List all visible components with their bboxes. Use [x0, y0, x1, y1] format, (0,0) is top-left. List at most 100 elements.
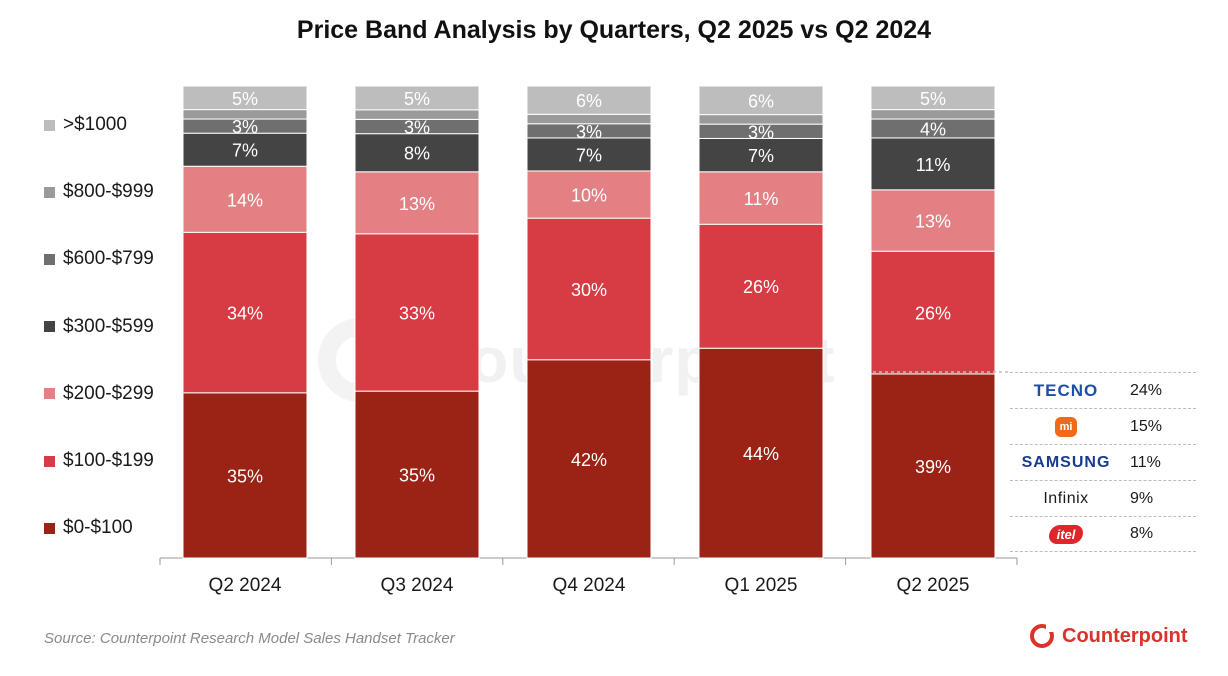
- data-label: 11%: [916, 155, 951, 175]
- data-label: 7%: [232, 141, 258, 161]
- brand-share-value: 8%: [1130, 525, 1154, 542]
- brand-row: TECNO 24%: [1010, 372, 1196, 408]
- data-label: 3%: [404, 118, 430, 138]
- brand-name: Infinix: [1043, 489, 1089, 507]
- data-label: 39%: [915, 457, 951, 477]
- data-label: 3%: [748, 122, 774, 142]
- data-label: 6%: [748, 91, 774, 111]
- bar-segment-1000: [526, 85, 652, 115]
- legend-swatch: [44, 522, 55, 534]
- bar-segment-800-999: [182, 109, 308, 120]
- legend-item: $100-$199: [44, 450, 154, 472]
- brand-row: itel 8%: [1010, 516, 1196, 552]
- bar-segment-200-299: [870, 189, 996, 252]
- legend-swatch: [44, 186, 55, 198]
- legend-label: $0-$100: [63, 517, 133, 539]
- x-tick-label: Q2 2024: [209, 575, 282, 596]
- legend-label: >$1000: [63, 114, 127, 135]
- bar-segment-300-599: [354, 133, 480, 173]
- legend-label: $300-$599: [63, 315, 154, 337]
- data-label: 6%: [576, 91, 602, 111]
- data-label: 11%: [744, 189, 779, 209]
- data-label: 30%: [571, 280, 607, 300]
- legend-label: $100-$199: [63, 450, 154, 471]
- data-label: 14%: [227, 190, 263, 210]
- legend-item: $300-$599: [44, 316, 154, 338]
- bar-segment-1000: [182, 85, 308, 111]
- bar-segment-200-299: [698, 171, 824, 225]
- bar-segment-300-599: [698, 137, 824, 173]
- brand-name: itel: [1048, 524, 1084, 544]
- data-label: 35%: [227, 466, 263, 486]
- brand-name: SAMSUNG: [1021, 453, 1111, 471]
- bar-segment-200-299: [182, 165, 308, 233]
- brand-name: mi: [1055, 416, 1077, 437]
- legend-item: $800-$999: [44, 181, 154, 203]
- data-label: 3%: [576, 122, 602, 142]
- x-tick-label: Q4 2024: [553, 575, 626, 596]
- footer-logo: Counterpoint: [1030, 624, 1188, 648]
- data-label: 26%: [743, 277, 779, 297]
- brand-share-value: 11%: [1130, 453, 1161, 471]
- infinix-logo: Infinix: [1010, 490, 1122, 508]
- bar-segment-0-100: [182, 392, 308, 559]
- data-label: 8%: [404, 144, 430, 164]
- brand-row: Infinix 9%: [1010, 480, 1196, 516]
- legend-label: $200-$299: [63, 382, 154, 404]
- bar-segment-800-999: [698, 114, 824, 125]
- bar-segment-300-599: [526, 137, 652, 172]
- data-label: 3%: [232, 117, 258, 137]
- bar-segment-1000: [354, 85, 480, 111]
- bar-segment-100-199: [698, 223, 824, 349]
- x-tick-label: Q2 2025: [897, 575, 970, 596]
- legend-item: $0-$100: [44, 517, 133, 539]
- data-label: 35%: [399, 466, 435, 486]
- source-note: Source: Counterpoint Research Model Sale…: [44, 630, 455, 647]
- data-label: 10%: [571, 186, 607, 206]
- samsung-logo: SAMSUNG: [1010, 454, 1122, 472]
- data-label: 5%: [404, 89, 430, 109]
- legend-swatch: [44, 119, 55, 131]
- data-label: 26%: [915, 304, 951, 324]
- chart-title: Price Band Analysis by Quarters, Q2 2025…: [296, 16, 932, 44]
- data-label: 34%: [227, 304, 263, 324]
- x-tick-label: Q1 2025: [725, 575, 798, 596]
- bar-segment-100-199: [870, 250, 996, 375]
- legend-item: >$1000: [44, 114, 127, 136]
- brand-share-table: TECNO 24% mi 15% SAMSUNG 11% Infinix 9% itel 8%: [1010, 372, 1196, 552]
- data-label: 33%: [399, 303, 435, 323]
- legend-swatch: [44, 253, 55, 265]
- brand-name: TECNO: [1033, 380, 1099, 400]
- data-label: 5%: [920, 89, 946, 109]
- bar-segment-1000: [698, 85, 824, 116]
- legend-swatch: [44, 321, 55, 333]
- bar-segment-800-999: [870, 109, 996, 120]
- xiaomi-logo: mi: [1010, 416, 1122, 437]
- brand-share-value: 15%: [1130, 417, 1163, 435]
- legend-label: $600-$799: [63, 248, 154, 270]
- tecno-logo: TECNO: [1010, 381, 1122, 401]
- data-label: 13%: [399, 194, 435, 214]
- legend-swatch: [44, 388, 55, 400]
- data-label: 7%: [576, 145, 602, 165]
- bar-segment-800-999: [526, 113, 652, 125]
- bar-segment-100-199: [182, 231, 308, 394]
- data-label: 5%: [232, 89, 258, 109]
- bar-segment-800-999: [354, 109, 480, 120]
- brand-row: SAMSUNG 11%: [1010, 444, 1196, 480]
- data-label: 44%: [743, 444, 779, 464]
- bar-segment-200-299: [354, 171, 480, 235]
- brand-share-value: 24%: [1130, 381, 1163, 399]
- legend-label: $800-$999: [63, 181, 154, 203]
- brand-row: mi 15%: [1010, 408, 1196, 444]
- data-label: 4%: [920, 119, 946, 139]
- legend-swatch: [44, 455, 55, 467]
- bar-segment-1000: [870, 85, 996, 111]
- brand-share-value: 9%: [1130, 489, 1154, 507]
- legend-item: $600-$799: [44, 248, 154, 270]
- data-label: 13%: [915, 212, 951, 232]
- bar-segment-200-299: [526, 170, 652, 219]
- itel-logo: itel: [1010, 524, 1122, 544]
- data-label: 42%: [571, 450, 607, 470]
